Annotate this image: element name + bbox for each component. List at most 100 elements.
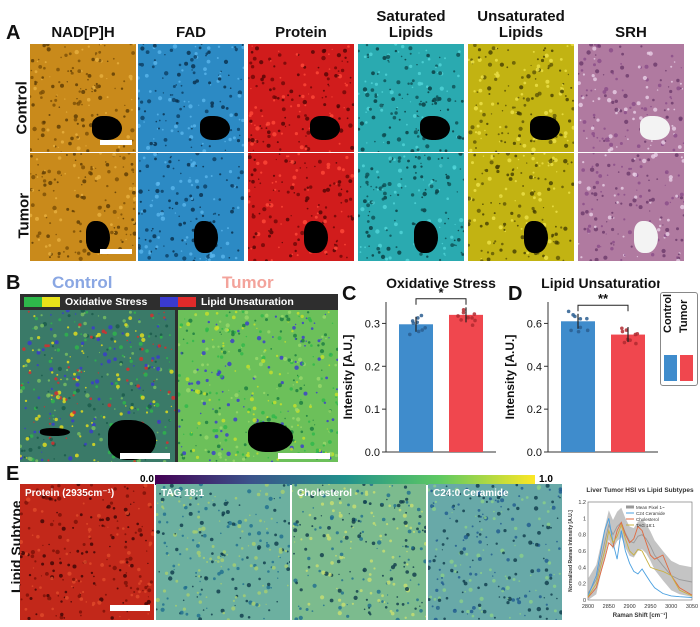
micrograph-tile — [358, 44, 464, 152]
x-tick-label: 2850 — [603, 604, 615, 610]
data-point — [420, 328, 425, 332]
data-point — [634, 341, 638, 346]
vessel-lumen — [310, 116, 340, 140]
bar-tumor — [449, 314, 483, 452]
y-tick-label: 0.8 — [578, 533, 586, 539]
tissue-texture — [292, 484, 426, 620]
tissue-texture — [138, 153, 244, 261]
lipid-tile-protein-label: Protein (2935cm⁻¹) — [25, 488, 115, 499]
tissue-texture — [468, 153, 574, 261]
bar-tumor — [611, 334, 645, 452]
data-point — [585, 328, 590, 333]
significance-bracket — [415, 298, 467, 305]
tissue-texture — [20, 484, 154, 620]
tissue-texture — [30, 44, 135, 152]
micrograph-tile — [468, 153, 574, 261]
series-line — [587, 523, 693, 597]
legend-lipid-unsaturation: Lipid Unsaturation — [201, 296, 294, 308]
data-point — [566, 309, 571, 314]
legend-oxidative-stress: Oxidative Stress — [65, 296, 148, 308]
data-point — [459, 318, 463, 322]
lipid-tile-cholesterol: Cholesterol — [292, 484, 426, 620]
y-axis-label: Intensity [A.U.] — [503, 335, 517, 420]
panel-letter-b: B — [6, 272, 21, 294]
tissue-texture — [358, 44, 464, 152]
column-title: Unsaturated Lipids — [477, 8, 565, 41]
micrograph-tile — [468, 44, 574, 152]
data-point — [578, 325, 583, 330]
x-tick-label: 3000 — [665, 604, 677, 610]
y-tick-label: 0.4 — [578, 565, 586, 571]
bar-control — [399, 324, 433, 452]
vessel-lumen — [634, 221, 658, 253]
panel-letter-c: C — [342, 283, 357, 305]
series-line — [587, 518, 693, 598]
panel-b-legend-bar: Oxidative Stress Lipid Unsaturation — [20, 294, 338, 310]
y-tick-label: 0.0 — [365, 447, 380, 459]
micrograph-tile — [30, 44, 136, 152]
data-point — [472, 312, 477, 316]
y-tick-label: 0.6 — [527, 318, 542, 330]
vessel-lumen — [92, 116, 122, 140]
tissue-texture — [468, 44, 574, 152]
panel-letter-a: A — [6, 22, 21, 44]
bar-control — [561, 321, 595, 452]
column-title: Protein — [275, 24, 327, 41]
viridis-colorbar — [155, 475, 535, 485]
y-axis-label: Intensity [A.U.] — [341, 335, 355, 420]
vessel-lumen — [200, 116, 230, 140]
data-point — [410, 319, 415, 323]
tissue-texture — [248, 45, 354, 152]
spectra-title: Liver Tumor HSI vs Lipid Subtypes — [586, 487, 694, 494]
significance-bracket — [577, 304, 629, 312]
y-tick-label: 0.0 — [527, 447, 542, 459]
y-tick-label: 0.2 — [527, 404, 542, 416]
vessel-lumen — [248, 422, 293, 452]
panel-b-control-title: Control — [52, 273, 113, 292]
legend-entry: Cholesterol — [636, 517, 659, 522]
y-tick-label: 0.1 — [365, 404, 380, 416]
vessel-lumen — [420, 116, 450, 140]
data-point — [461, 308, 466, 312]
vessel-lumen — [86, 221, 110, 253]
y-tick-label: 0.4 — [527, 361, 542, 373]
column-title: FAD — [176, 24, 206, 41]
panel-b-tumor-title: Tumor — [222, 273, 274, 292]
cd-legend-tumor: Tumor — [678, 299, 690, 333]
data-point — [573, 314, 577, 319]
cd-legend-swatch-control — [664, 355, 677, 381]
tissue-texture — [578, 153, 684, 261]
column-title: SRH — [615, 24, 647, 41]
panel-b-tumor-image — [178, 310, 338, 462]
x-tick-label: 2950 — [644, 604, 656, 610]
tissue-texture — [138, 44, 244, 152]
y-tick-label: 0.3 — [365, 318, 380, 330]
x-axis-label: Raman Shift [cm⁻¹] — [613, 612, 668, 619]
micrograph-tile — [578, 153, 684, 261]
data-point — [419, 313, 424, 318]
significance-marker: * — [438, 285, 444, 300]
tissue-texture — [30, 153, 136, 261]
tissue-texture — [578, 44, 684, 152]
column-title: NAD[P]H — [51, 24, 115, 41]
micrograph-tile — [138, 153, 244, 261]
y-tick-label: 0.2 — [365, 361, 380, 373]
panel-b-control-image — [20, 310, 175, 462]
data-point — [466, 315, 470, 320]
scale-bar — [120, 453, 170, 459]
data-point — [461, 310, 466, 315]
vessel-lumen — [194, 221, 218, 253]
oxidative-stress-chart: Oxidative Stress Intensity [A.U.] 0.0 0.1 0.… — [341, 275, 496, 459]
tissue-texture — [156, 484, 290, 620]
chart-title: Lipid Unsaturation — [541, 275, 660, 291]
data-point — [635, 331, 640, 336]
tissue-texture — [178, 310, 338, 462]
tissue-texture — [248, 153, 354, 261]
legend-swatch-green — [24, 297, 42, 307]
lipid-tile-cholesterol-label: Cholesterol — [297, 488, 353, 499]
data-point — [423, 326, 427, 330]
colorbar-max-label: 1.0 — [539, 474, 553, 485]
lipid-tile-ceramide-label: C24:0 Ceramide — [433, 488, 509, 499]
lipid-tile-tag: TAG 18:1 — [156, 484, 290, 620]
cd-legend: Control Tumor — [660, 292, 698, 386]
